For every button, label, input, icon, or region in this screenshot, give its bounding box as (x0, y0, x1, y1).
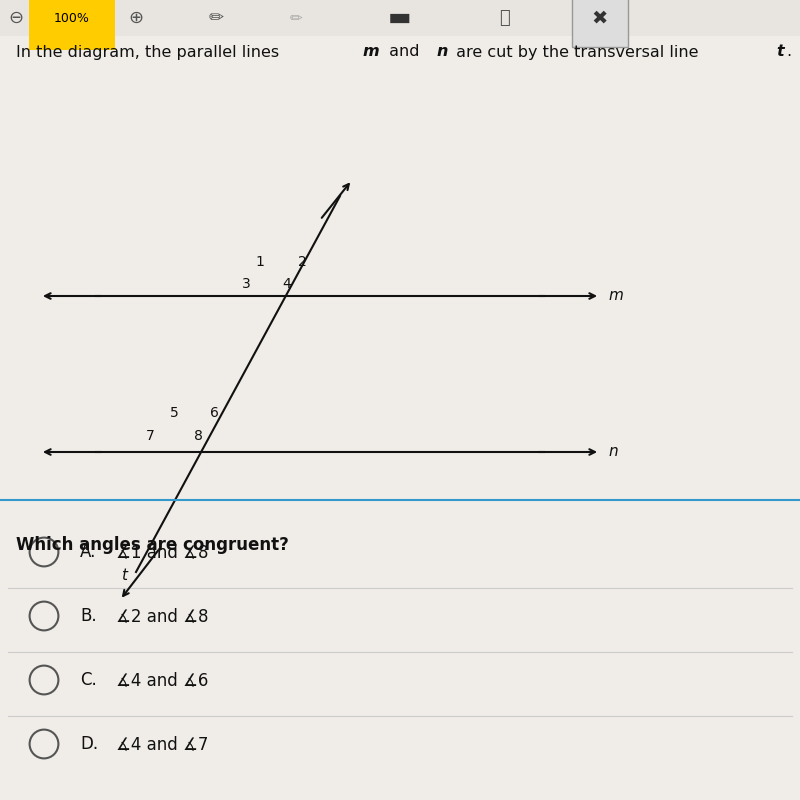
Text: are cut by the transversal line: are cut by the transversal line (450, 45, 703, 59)
Text: 2: 2 (298, 255, 306, 270)
Text: ⊖: ⊖ (9, 9, 23, 27)
Text: 3: 3 (242, 277, 250, 291)
Text: D.: D. (80, 735, 98, 753)
FancyBboxPatch shape (0, 0, 800, 36)
Text: 8: 8 (194, 429, 203, 443)
Text: 5: 5 (170, 406, 178, 420)
Text: A.: A. (80, 543, 96, 561)
Text: ⎙: ⎙ (498, 9, 510, 27)
Text: C.: C. (80, 671, 97, 689)
Text: n: n (608, 445, 618, 459)
Text: ∡4 and ∡6: ∡4 and ∡6 (116, 671, 208, 689)
Text: In the diagram, the parallel lines: In the diagram, the parallel lines (16, 45, 284, 59)
Text: Which angles are congruent?: Which angles are congruent? (16, 536, 289, 554)
Text: t: t (121, 568, 127, 583)
Text: 100%: 100% (54, 11, 90, 25)
Text: ⊕: ⊕ (129, 9, 143, 27)
Text: ▬: ▬ (388, 6, 412, 30)
Text: B.: B. (80, 607, 97, 625)
Text: ✏: ✏ (209, 9, 223, 27)
Text: ∡2 and ∡8: ∡2 and ∡8 (116, 607, 209, 625)
Text: 4: 4 (282, 277, 290, 291)
Text: 7: 7 (146, 429, 154, 443)
Text: ✏: ✏ (290, 10, 302, 26)
Text: and: and (383, 45, 424, 59)
Text: .: . (786, 45, 792, 59)
Text: m: m (362, 45, 378, 59)
Text: ∡4 and ∡7: ∡4 and ∡7 (116, 735, 208, 753)
Text: m: m (608, 289, 623, 303)
Text: ✖: ✖ (592, 9, 608, 27)
Text: t: t (777, 45, 784, 59)
Text: n: n (436, 45, 447, 59)
Text: ∡1 and ∡8: ∡1 and ∡8 (116, 543, 209, 561)
Text: 6: 6 (210, 406, 219, 420)
Text: 1: 1 (255, 255, 265, 270)
